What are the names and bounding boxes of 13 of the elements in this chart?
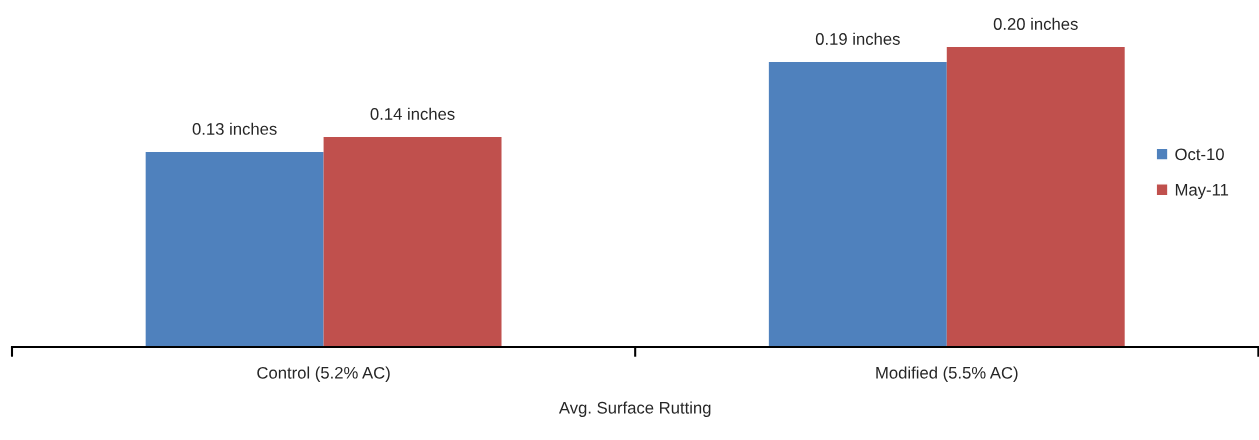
data-label: 0.20 inches	[993, 17, 1078, 30]
x-tick-label: Control (5.2% AC)	[257, 366, 390, 382]
legend-label: Oct-10	[1175, 148, 1224, 161]
x-tick-label: Modified (5.5% AC)	[876, 366, 1018, 382]
data-label: 0.13 inches	[192, 122, 277, 135]
data-label: 0.14 inches	[370, 107, 455, 120]
x-axis-title: Avg. Surface Rutting	[558, 401, 711, 417]
legend-label: May-11	[1175, 184, 1229, 200]
bar	[145, 152, 324, 347]
data-label: 0.19 inches	[815, 32, 900, 45]
bar	[946, 47, 1125, 347]
bar	[323, 137, 502, 347]
bar	[768, 62, 947, 347]
